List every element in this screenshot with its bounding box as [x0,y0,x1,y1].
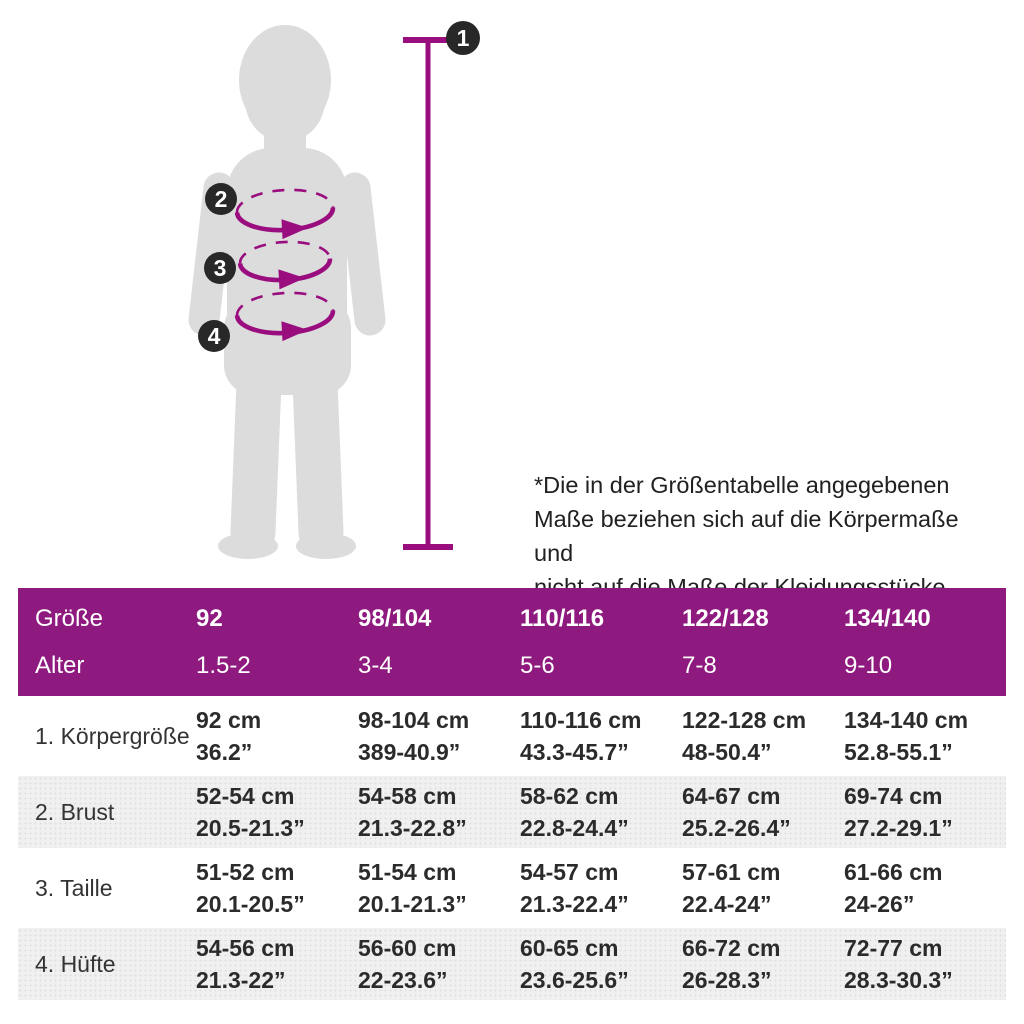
table-row-brust: 2. Brust 52-54 cm 20.5-21.3” 54-58 cm 21… [18,776,1006,848]
chest-measure-ellipse [234,188,336,240]
child-silhouette-illustration [218,25,356,559]
table-cell: 60-65 cm 23.6-25.6” [520,935,629,993]
table-cell: 58-62 cm 22.8-24.4” [520,783,629,841]
hip-arrowhead-icon [281,321,308,342]
marker-3-badge: 3 [204,252,236,284]
marker-1-label: 1 [457,25,470,51]
header-age-label: Alter [35,651,85,679]
header-age-value: 7-8 [682,651,717,679]
row-label: 1. Körpergröße [35,722,190,749]
table-cell: 52-54 cm 20.5-21.3” [196,783,305,841]
row-label: 3. Taille [35,874,113,901]
table-cell: 64-67 cm 25.2-26.4” [682,783,791,841]
marker-1-badge: 1 [446,21,480,55]
table-cell: 51-52 cm 20.1-20.5” [196,859,305,917]
measurement-diagram: 1 2 3 4 [188,21,480,559]
table-cell: 57-61 cm 22.4-24” [682,859,781,917]
header-age-value: 3-4 [358,651,393,679]
table-cell: 92 cm 36.2” [196,707,262,765]
table-row-koerpergroesse: 1. Körpergröße 92 cm 36.2” 98-104 cm 389… [18,696,1006,776]
table-cell: 72-77 cm 28.3-30.3” [844,935,953,993]
header-age-value: 9-10 [844,651,893,679]
waist-measure-ellipse [237,240,333,290]
table-cell: 54-58 cm 21.3-22.8” [358,783,467,841]
table-row-taille: 3. Taille 51-52 cm 20.1-20.5” 51-54 cm 2… [18,848,1006,928]
header-size-value: 98/104 [358,604,432,632]
table-cell: 66-72 cm 26-28.3” [682,935,781,993]
table-cell: 122-128 cm 48-50.4” [682,707,807,765]
marker-4-badge: 4 [198,320,230,352]
disclaimer-line-2: Maße beziehen sich auf die Körpermaße un… [534,506,959,566]
hip-measure-ellipse [234,291,336,342]
marker-3-label: 3 [214,255,227,281]
chest-arrowhead-icon [281,219,308,240]
table-cell: 61-66 cm 24-26” [844,859,943,917]
header-size-value: 92 [196,604,223,632]
size-table: Größe 92 98/104 110/116 122/128 134/140 … [18,588,1006,1000]
table-cell: 54-57 cm 21.3-22.4” [520,859,629,917]
header-size-value: 110/116 [520,604,605,632]
table-cell: 134-140 cm 52.8-55.1” [844,707,969,765]
header-age-value: 5-6 [520,651,555,679]
row-label: 2. Brust [35,798,115,825]
marker-4-label: 4 [208,323,221,349]
table-cell: 110-116 cm 43.3-45.7” [520,707,642,765]
size-table-header: Größe 92 98/104 110/116 122/128 134/140 … [18,588,1006,696]
height-measure-line [403,37,453,550]
table-cell: 56-60 cm 22-23.6” [358,935,457,993]
table-cell: 69-74 cm 27.2-29.1” [844,783,953,841]
row-label: 4. Hüfte [35,950,116,977]
table-cell: 98-104 cm 389-40.9” [358,707,470,765]
child-silhouette-legs [230,359,344,555]
header-size-value: 134/140 [844,604,931,632]
header-size-value: 122/128 [682,604,769,632]
waist-arrowhead-icon [278,269,305,290]
table-cell: 54-56 cm 21.3-22” [196,935,295,993]
measurement-diagram-section: 1 2 3 4 *Die in der Größentabelle angege… [188,21,959,600]
size-chart-disclaimer: *Die in der Größentabelle angegebenen Ma… [534,468,1004,604]
disclaimer-line-1: *Die in der Größentabelle angegebenen [534,472,950,498]
marker-2-badge: 2 [205,183,237,215]
table-row-huefte: 4. Hüfte 54-56 cm 21.3-22” 56-60 cm 22-2… [18,928,1006,1000]
table-cell: 51-54 cm 20.1-21.3” [358,859,467,917]
header-size-label: Größe [35,604,104,632]
header-age-value: 1.5-2 [196,651,251,679]
marker-2-label: 2 [215,186,228,212]
